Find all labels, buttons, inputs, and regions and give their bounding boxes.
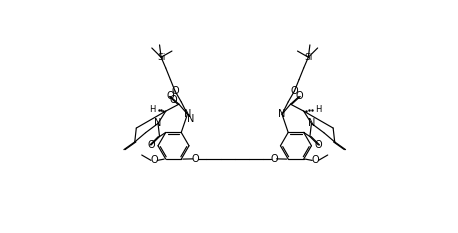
Text: N: N: [187, 114, 194, 124]
Text: O: O: [171, 86, 179, 96]
Text: O: O: [290, 86, 298, 96]
Text: N: N: [278, 109, 286, 119]
Text: H: H: [149, 105, 156, 114]
Text: N: N: [184, 109, 191, 119]
Text: N: N: [154, 118, 162, 128]
Text: N: N: [308, 118, 315, 128]
Text: H: H: [315, 105, 322, 114]
Text: Si: Si: [304, 53, 312, 62]
Text: O: O: [167, 92, 174, 102]
Text: O: O: [150, 155, 158, 165]
Text: O: O: [191, 154, 199, 164]
Text: O: O: [315, 140, 322, 150]
Text: O: O: [311, 155, 319, 165]
Text: O: O: [147, 140, 155, 150]
Text: O: O: [270, 154, 278, 164]
Text: Si: Si: [157, 53, 165, 62]
Text: O: O: [295, 92, 303, 102]
Text: O: O: [169, 95, 177, 105]
